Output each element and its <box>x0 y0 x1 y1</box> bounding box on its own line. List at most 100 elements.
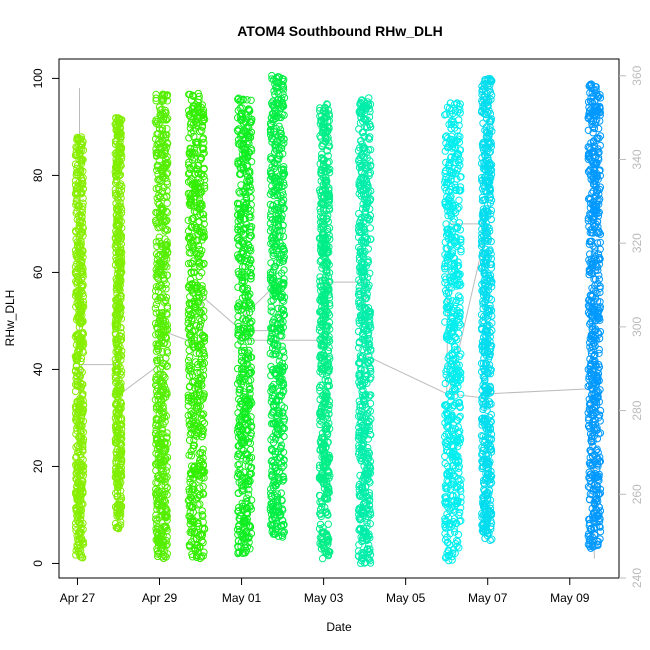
data-point <box>243 199 251 207</box>
data-point <box>364 359 373 368</box>
data-point <box>243 515 252 523</box>
data-point <box>317 334 326 342</box>
data-point <box>234 507 242 516</box>
data-point <box>191 326 200 334</box>
data-point <box>73 133 82 142</box>
data-point <box>270 384 278 392</box>
data-point <box>360 272 369 280</box>
data-point <box>443 510 451 518</box>
data-point <box>274 410 282 418</box>
data-point <box>267 169 275 178</box>
data-point <box>366 120 374 129</box>
data-point <box>157 386 165 394</box>
data-point <box>185 134 193 142</box>
data-point <box>238 263 247 271</box>
data-point <box>162 116 171 124</box>
data-point <box>359 218 368 226</box>
data-point <box>194 405 202 413</box>
data-point <box>155 175 163 183</box>
data-point <box>75 234 84 242</box>
data-point <box>191 528 199 536</box>
data-point <box>278 496 286 504</box>
data-point <box>235 376 243 385</box>
data-point <box>451 528 459 536</box>
data-point <box>323 261 331 269</box>
data-point <box>163 550 172 558</box>
point-cluster <box>441 99 465 565</box>
data-point <box>200 419 209 427</box>
data-point <box>200 164 208 173</box>
data-point <box>279 472 287 480</box>
data-point <box>363 518 371 527</box>
data-point <box>154 538 162 546</box>
data-point <box>195 272 203 281</box>
data-point <box>76 167 85 175</box>
data-point <box>317 320 325 328</box>
data-point <box>321 503 329 512</box>
data-point <box>186 474 194 483</box>
data-point <box>324 485 333 494</box>
data-point <box>160 218 169 226</box>
data-point <box>187 152 195 161</box>
data-point <box>77 237 85 245</box>
data-point <box>155 549 163 557</box>
data-point <box>446 529 454 538</box>
data-point <box>77 288 86 296</box>
data-point <box>115 522 123 530</box>
data-point <box>152 250 161 258</box>
data-point <box>74 496 83 504</box>
data-point <box>366 157 374 165</box>
data-point <box>200 525 209 533</box>
data-point <box>316 257 324 266</box>
data-point <box>279 279 287 288</box>
data-point <box>76 372 84 380</box>
data-point <box>364 406 372 414</box>
data-point <box>365 281 373 289</box>
data-point <box>235 522 243 531</box>
data-point <box>325 410 333 418</box>
data-point <box>189 102 198 110</box>
data-point <box>241 317 250 325</box>
data-point <box>269 462 277 470</box>
data-point <box>272 398 281 406</box>
data-point <box>321 299 329 307</box>
data-point <box>277 215 286 223</box>
data-point <box>199 214 208 223</box>
data-point <box>355 344 363 352</box>
data-point <box>198 127 206 135</box>
data-point <box>153 220 161 228</box>
data-point <box>456 485 464 493</box>
data-point <box>112 368 120 376</box>
data-point <box>275 277 284 285</box>
data-point <box>75 238 83 247</box>
data-point <box>234 326 242 334</box>
data-point <box>77 155 85 163</box>
data-point <box>195 429 203 438</box>
data-point <box>277 445 285 453</box>
data-point <box>247 464 255 472</box>
data-point <box>276 324 284 332</box>
data-point <box>111 261 120 269</box>
data-point <box>78 392 86 400</box>
data-point <box>235 140 244 149</box>
data-point <box>275 391 284 400</box>
data-point <box>364 513 372 521</box>
data-point <box>270 369 279 377</box>
data-point <box>269 530 278 538</box>
data-point <box>237 532 246 540</box>
data-point <box>241 365 249 374</box>
data-point <box>317 473 325 481</box>
data-point <box>158 348 167 356</box>
data-point <box>77 511 85 520</box>
data-point <box>156 312 164 320</box>
data-point <box>114 306 122 314</box>
data-point <box>455 439 464 447</box>
data-point <box>160 183 168 192</box>
data-point <box>274 407 282 415</box>
data-point <box>271 435 280 443</box>
data-point <box>115 299 124 308</box>
data-point <box>198 458 206 466</box>
data-point <box>325 364 334 372</box>
data-point <box>321 279 330 287</box>
